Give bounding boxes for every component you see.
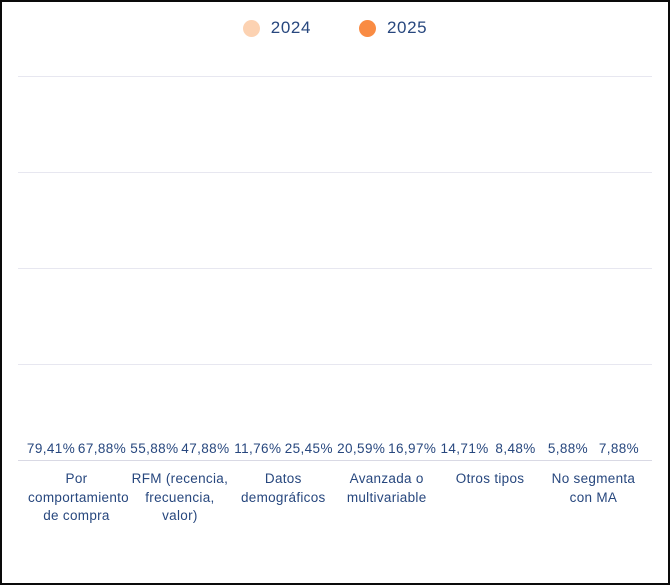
category-label-2: Datos demográficos (240, 471, 326, 505)
bar-value-label: 11,76% (234, 441, 282, 456)
bar-value-label: 14,71% (440, 441, 489, 456)
gridline-60 (18, 172, 652, 173)
gridline-80 (18, 76, 652, 77)
bar-value-label: 20,59% (337, 441, 386, 456)
bar-value-label: 8,48% (495, 441, 536, 456)
category-axis: Por comportamiento de compra RFM (recenci… (28, 470, 642, 526)
category-label-3: Avanzada o multivariable (346, 471, 427, 505)
legend: 2024 2025 (2, 18, 668, 38)
legend-item-2025[interactable]: 2025 (359, 18, 427, 38)
category-label-4: Otros tipos (455, 471, 525, 486)
bar-value-label: 55,88% (130, 441, 179, 456)
legend-label-2025: 2025 (387, 18, 428, 37)
gridline-40 (18, 268, 652, 269)
category-label-5: No segmenta con MA (551, 471, 636, 505)
bar-value-label: 25,45% (284, 441, 333, 456)
bar-value-label: 67,88% (77, 441, 127, 456)
bar-value-label: 7,88% (598, 441, 640, 456)
legend-dot-2025-icon (359, 19, 376, 37)
legend-label-2024: 2024 (270, 18, 311, 37)
bar-value-label: 47,88% (181, 441, 230, 456)
legend-item-2024[interactable]: 2024 (242, 18, 311, 38)
bars-row: 79,41% 67,88% 55,88% 47,88% 11,76% 25,45% 20,5… (26, 77, 642, 461)
bar-value-label: 5,88% (547, 441, 589, 456)
bar-value-label: 79,41% (26, 441, 76, 456)
gridline-20 (18, 364, 652, 365)
bar-value-label: 16,97% (388, 441, 437, 456)
gridline-0 (18, 460, 652, 461)
category-label-1: RFM (recencia, frecuencia, valor) (131, 471, 229, 523)
legend-dot-2024-icon (242, 19, 260, 37)
category-label-0: Por comportamiento de compra (28, 471, 129, 523)
plot-area: 79,41% 67,88% 55,88% 47,88% 11,76% 25,45% 20,5… (18, 76, 652, 461)
